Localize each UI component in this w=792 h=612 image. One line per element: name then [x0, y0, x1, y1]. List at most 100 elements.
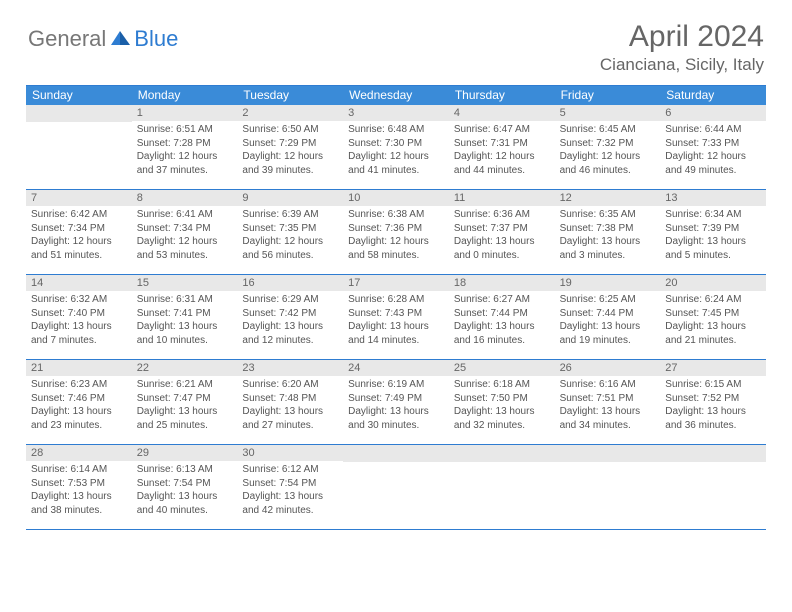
sunset-text: Sunset: 7:39 PM — [665, 222, 761, 236]
day-cell: 23Sunrise: 6:20 AMSunset: 7:48 PMDayligh… — [237, 360, 343, 444]
day-cell: 29Sunrise: 6:13 AMSunset: 7:54 PMDayligh… — [132, 445, 238, 529]
day-number: 29 — [132, 445, 238, 461]
day-cell: 15Sunrise: 6:31 AMSunset: 7:41 PMDayligh… — [132, 275, 238, 359]
sunset-text: Sunset: 7:38 PM — [560, 222, 656, 236]
day-cell — [555, 445, 661, 529]
sunrise-text: Sunrise: 6:32 AM — [31, 293, 127, 307]
day-cell: 16Sunrise: 6:29 AMSunset: 7:42 PMDayligh… — [237, 275, 343, 359]
day-number: 12 — [555, 190, 661, 206]
day-cell: 27Sunrise: 6:15 AMSunset: 7:52 PMDayligh… — [660, 360, 766, 444]
day-cell: 26Sunrise: 6:16 AMSunset: 7:51 PMDayligh… — [555, 360, 661, 444]
day-info: Sunrise: 6:28 AMSunset: 7:43 PMDaylight:… — [343, 291, 449, 351]
sunrise-text: Sunrise: 6:23 AM — [31, 378, 127, 392]
day-cell: 22Sunrise: 6:21 AMSunset: 7:47 PMDayligh… — [132, 360, 238, 444]
daylight-text: Daylight: 13 hours and 19 minutes. — [560, 320, 656, 347]
day-number: 24 — [343, 360, 449, 376]
day-number-empty — [555, 445, 661, 462]
day-info: Sunrise: 6:38 AMSunset: 7:36 PMDaylight:… — [343, 206, 449, 266]
day-number: 8 — [132, 190, 238, 206]
sunset-text: Sunset: 7:43 PM — [348, 307, 444, 321]
daylight-text: Daylight: 13 hours and 0 minutes. — [454, 235, 550, 262]
sunrise-text: Sunrise: 6:34 AM — [665, 208, 761, 222]
sunset-text: Sunset: 7:49 PM — [348, 392, 444, 406]
week-row: 14Sunrise: 6:32 AMSunset: 7:40 PMDayligh… — [26, 275, 766, 360]
sunrise-text: Sunrise: 6:14 AM — [31, 463, 127, 477]
daylight-text: Daylight: 12 hours and 41 minutes. — [348, 150, 444, 177]
sunrise-text: Sunrise: 6:50 AM — [242, 123, 338, 137]
day-info: Sunrise: 6:12 AMSunset: 7:54 PMDaylight:… — [237, 461, 343, 521]
sunrise-text: Sunrise: 6:31 AM — [137, 293, 233, 307]
sunset-text: Sunset: 7:41 PM — [137, 307, 233, 321]
sunrise-text: Sunrise: 6:36 AM — [454, 208, 550, 222]
day-cell: 18Sunrise: 6:27 AMSunset: 7:44 PMDayligh… — [449, 275, 555, 359]
day-number-empty — [343, 445, 449, 462]
day-number: 14 — [26, 275, 132, 291]
sunset-text: Sunset: 7:54 PM — [242, 477, 338, 491]
day-cell: 1Sunrise: 6:51 AMSunset: 7:28 PMDaylight… — [132, 105, 238, 189]
logo-text-blue: Blue — [134, 26, 178, 52]
sunset-text: Sunset: 7:29 PM — [242, 137, 338, 151]
day-info: Sunrise: 6:14 AMSunset: 7:53 PMDaylight:… — [26, 461, 132, 521]
sunset-text: Sunset: 7:52 PM — [665, 392, 761, 406]
sunrise-text: Sunrise: 6:12 AM — [242, 463, 338, 477]
sunset-text: Sunset: 7:37 PM — [454, 222, 550, 236]
sunrise-text: Sunrise: 6:19 AM — [348, 378, 444, 392]
day-number: 1 — [132, 105, 238, 121]
day-number: 2 — [237, 105, 343, 121]
location-text: Cianciana, Sicily, Italy — [600, 55, 764, 75]
day-info: Sunrise: 6:19 AMSunset: 7:49 PMDaylight:… — [343, 376, 449, 436]
week-row: 28Sunrise: 6:14 AMSunset: 7:53 PMDayligh… — [26, 445, 766, 530]
day-info: Sunrise: 6:27 AMSunset: 7:44 PMDaylight:… — [449, 291, 555, 351]
day-number: 22 — [132, 360, 238, 376]
sunrise-text: Sunrise: 6:51 AM — [137, 123, 233, 137]
sunrise-text: Sunrise: 6:42 AM — [31, 208, 127, 222]
day-cell: 5Sunrise: 6:45 AMSunset: 7:32 PMDaylight… — [555, 105, 661, 189]
sunset-text: Sunset: 7:47 PM — [137, 392, 233, 406]
day-cell: 28Sunrise: 6:14 AMSunset: 7:53 PMDayligh… — [26, 445, 132, 529]
daylight-text: Daylight: 13 hours and 12 minutes. — [242, 320, 338, 347]
daylight-text: Daylight: 13 hours and 30 minutes. — [348, 405, 444, 432]
day-number: 16 — [237, 275, 343, 291]
sunset-text: Sunset: 7:32 PM — [560, 137, 656, 151]
week-row: 21Sunrise: 6:23 AMSunset: 7:46 PMDayligh… — [26, 360, 766, 445]
day-number: 3 — [343, 105, 449, 121]
day-cell: 25Sunrise: 6:18 AMSunset: 7:50 PMDayligh… — [449, 360, 555, 444]
weeks-container: 1Sunrise: 6:51 AMSunset: 7:28 PMDaylight… — [26, 105, 766, 530]
sunset-text: Sunset: 7:42 PM — [242, 307, 338, 321]
sunset-text: Sunset: 7:51 PM — [560, 392, 656, 406]
sunrise-text: Sunrise: 6:44 AM — [665, 123, 761, 137]
sunrise-text: Sunrise: 6:35 AM — [560, 208, 656, 222]
day-number-empty — [26, 105, 132, 122]
day-number: 20 — [660, 275, 766, 291]
day-number: 6 — [660, 105, 766, 121]
sunset-text: Sunset: 7:33 PM — [665, 137, 761, 151]
day-cell: 14Sunrise: 6:32 AMSunset: 7:40 PMDayligh… — [26, 275, 132, 359]
weekday-label: Saturday — [660, 86, 766, 105]
day-cell: 4Sunrise: 6:47 AMSunset: 7:31 PMDaylight… — [449, 105, 555, 189]
sunset-text: Sunset: 7:50 PM — [454, 392, 550, 406]
day-number: 21 — [26, 360, 132, 376]
day-number: 28 — [26, 445, 132, 461]
day-number: 10 — [343, 190, 449, 206]
day-info: Sunrise: 6:15 AMSunset: 7:52 PMDaylight:… — [660, 376, 766, 436]
day-number: 27 — [660, 360, 766, 376]
day-cell: 13Sunrise: 6:34 AMSunset: 7:39 PMDayligh… — [660, 190, 766, 274]
day-cell: 3Sunrise: 6:48 AMSunset: 7:30 PMDaylight… — [343, 105, 449, 189]
sunset-text: Sunset: 7:45 PM — [665, 307, 761, 321]
daylight-text: Daylight: 13 hours and 32 minutes. — [454, 405, 550, 432]
daylight-text: Daylight: 13 hours and 40 minutes. — [137, 490, 233, 517]
sunrise-text: Sunrise: 6:15 AM — [665, 378, 761, 392]
daylight-text: Daylight: 13 hours and 38 minutes. — [31, 490, 127, 517]
sunrise-text: Sunrise: 6:28 AM — [348, 293, 444, 307]
daylight-text: Daylight: 12 hours and 49 minutes. — [665, 150, 761, 177]
day-number: 26 — [555, 360, 661, 376]
day-info: Sunrise: 6:25 AMSunset: 7:44 PMDaylight:… — [555, 291, 661, 351]
day-cell: 20Sunrise: 6:24 AMSunset: 7:45 PMDayligh… — [660, 275, 766, 359]
day-info: Sunrise: 6:45 AMSunset: 7:32 PMDaylight:… — [555, 121, 661, 181]
sunset-text: Sunset: 7:35 PM — [242, 222, 338, 236]
day-cell — [26, 105, 132, 189]
day-info: Sunrise: 6:21 AMSunset: 7:47 PMDaylight:… — [132, 376, 238, 436]
sunset-text: Sunset: 7:44 PM — [454, 307, 550, 321]
logo-triangle-icon — [110, 28, 132, 51]
day-info: Sunrise: 6:47 AMSunset: 7:31 PMDaylight:… — [449, 121, 555, 181]
